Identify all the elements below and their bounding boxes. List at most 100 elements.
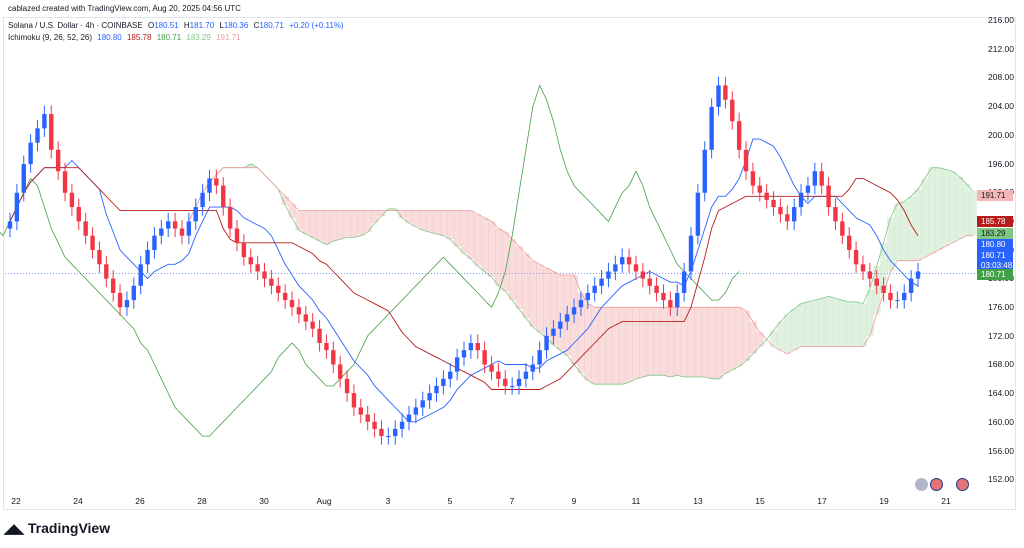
cloud-segment xyxy=(494,228,503,286)
candle-body xyxy=(847,235,852,250)
cloud-segment xyxy=(501,232,510,292)
cloud-segment xyxy=(536,264,544,333)
time-tick: 30 xyxy=(259,496,269,506)
cloud-segment xyxy=(928,167,936,254)
candle-body xyxy=(867,271,873,279)
cloud-segment xyxy=(316,210,324,242)
cloud-segment xyxy=(632,307,640,379)
candle-body xyxy=(764,192,769,200)
us-flag-icon[interactable] xyxy=(930,478,943,491)
candle-body xyxy=(55,149,61,172)
price-tick: 160.00 xyxy=(988,416,1014,427)
close-value: 180.71 xyxy=(259,21,284,30)
tv-logo-icon: ◢◣ xyxy=(4,521,24,536)
cloud-segment xyxy=(453,210,462,247)
cloud-segment xyxy=(852,301,861,347)
cloud-segment xyxy=(887,217,895,272)
cloud-segment xyxy=(281,196,290,206)
cloud-segment xyxy=(859,303,867,347)
candle-body xyxy=(695,192,701,236)
candle-body xyxy=(152,235,157,250)
cloud-segment xyxy=(288,203,296,218)
candle-body xyxy=(716,85,721,107)
cloud-segment xyxy=(364,210,372,233)
cloud-segment xyxy=(605,307,613,385)
candle-body xyxy=(606,271,611,279)
ind-conversion: 180.80 xyxy=(97,33,122,42)
cloud-segment xyxy=(825,296,833,347)
candle-body xyxy=(778,207,783,215)
candle-body xyxy=(599,278,604,286)
conversion-badge: 180.80 xyxy=(977,239,1013,250)
candle-body xyxy=(21,164,26,193)
candle-body xyxy=(104,264,109,279)
candle-body xyxy=(434,385,439,394)
candle-body xyxy=(482,350,487,365)
candle-body xyxy=(840,221,845,236)
candle-body xyxy=(640,271,646,279)
candle-body xyxy=(702,149,707,193)
cloud-segment xyxy=(412,210,420,227)
cloud-segment xyxy=(460,210,468,254)
cloud-segment xyxy=(584,303,592,381)
candle-body xyxy=(723,85,728,100)
time-tick: 7 xyxy=(509,496,515,506)
candle-body xyxy=(399,421,405,429)
cloud-segment xyxy=(522,253,530,318)
cloud-segment xyxy=(866,289,874,336)
cloud-segment xyxy=(247,164,255,168)
cloud-segment xyxy=(598,307,606,385)
cloud-segment xyxy=(405,210,413,224)
cloud-segment xyxy=(708,307,716,379)
candle-body xyxy=(915,271,921,279)
candle-body xyxy=(172,221,178,229)
price-tick: 212.00 xyxy=(988,43,1014,54)
cloud-segment xyxy=(577,292,585,374)
candle-body xyxy=(647,278,652,286)
time-tick: 28 xyxy=(197,496,207,506)
candle-body xyxy=(750,171,756,186)
cloud-segment xyxy=(611,307,620,385)
cloud-segment xyxy=(735,307,744,367)
candle-body xyxy=(812,171,818,186)
cloud-segment xyxy=(625,307,634,383)
cloud-segment xyxy=(756,332,764,347)
cloud-segment xyxy=(900,201,909,261)
candle-body xyxy=(289,300,295,308)
candle-body xyxy=(523,371,529,379)
event-icon[interactable] xyxy=(915,478,928,491)
created-caption: cablazed created with TradingView.com, A… xyxy=(8,4,241,13)
candle-body xyxy=(564,314,570,322)
cloud-segment xyxy=(942,169,950,247)
candle-body xyxy=(282,292,288,301)
us-flag-icon-2[interactable] xyxy=(956,478,969,491)
price-tick: 200.00 xyxy=(988,129,1014,140)
candle-body xyxy=(214,178,219,186)
candle-body xyxy=(331,350,336,365)
price-tick: 168.00 xyxy=(988,359,1014,370)
cloud-segment xyxy=(935,167,943,250)
time-tick: 22 xyxy=(11,496,21,506)
candle-body xyxy=(7,221,13,229)
candle-body xyxy=(503,378,508,386)
cloud-segment xyxy=(336,210,345,240)
open-value: 180.51 xyxy=(154,21,179,30)
cloud-segment xyxy=(639,307,647,378)
time-tick: 9 xyxy=(571,496,577,506)
candle-body xyxy=(626,257,632,265)
cloud-segment xyxy=(701,307,709,378)
price-tick: 204.00 xyxy=(988,101,1014,112)
candle-body xyxy=(454,357,460,372)
base-badge: 185.78 xyxy=(977,216,1013,227)
cloud-segment xyxy=(618,307,627,385)
candle-body xyxy=(895,300,900,302)
candle-body xyxy=(530,364,535,372)
cloud-segment xyxy=(322,210,331,245)
candle-body xyxy=(269,278,274,286)
candle-body xyxy=(83,221,88,236)
candle-body xyxy=(351,393,357,408)
candle-body xyxy=(227,207,233,229)
brand-name: TradingView xyxy=(27,520,111,536)
countdown-badge: 03:03:48 xyxy=(977,260,1013,271)
